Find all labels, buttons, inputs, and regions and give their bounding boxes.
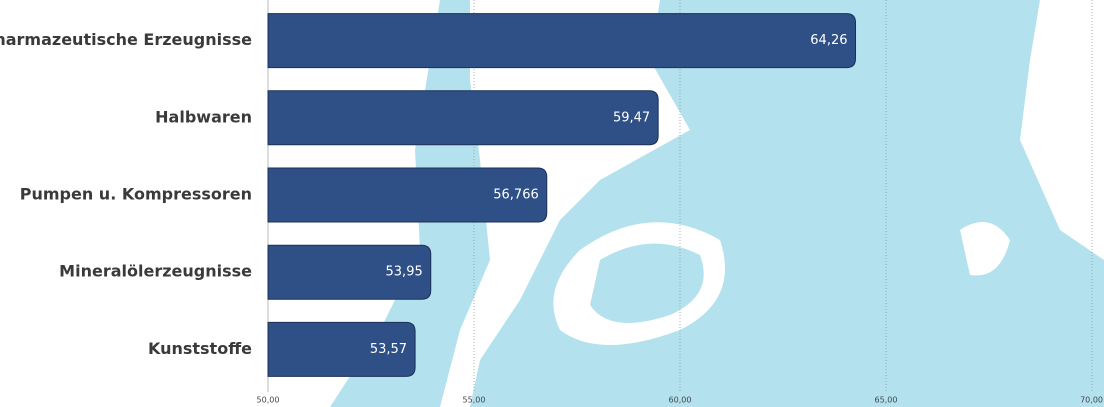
category-label: Halbwaren: [155, 107, 252, 126]
value-label: 53,95: [386, 265, 423, 280]
x-tick-label: 70,00: [1080, 396, 1103, 405]
bar: [267, 13, 857, 69]
bar: [267, 244, 432, 300]
category-label: Kunststoffe: [148, 339, 252, 358]
value-label: 53,57: [370, 342, 407, 357]
x-tick-label: 65,00: [875, 396, 898, 405]
value-label: 56,766: [493, 188, 539, 203]
bar: [267, 321, 416, 377]
value-label: 59,47: [613, 110, 650, 125]
x-tick-label: 60,00: [669, 396, 692, 405]
x-tick-label: 55,00: [463, 396, 486, 405]
bar: [267, 167, 548, 223]
category-label: Mineralölerzeugnisse: [59, 262, 252, 281]
bar: [267, 90, 659, 146]
category-label: Pharmazeutische Erzeugnisse: [0, 30, 252, 49]
value-label: 64,26: [810, 33, 847, 48]
x-tick-label: 50,00: [257, 396, 280, 405]
category-label: Pumpen u. Kompressoren: [20, 185, 252, 204]
